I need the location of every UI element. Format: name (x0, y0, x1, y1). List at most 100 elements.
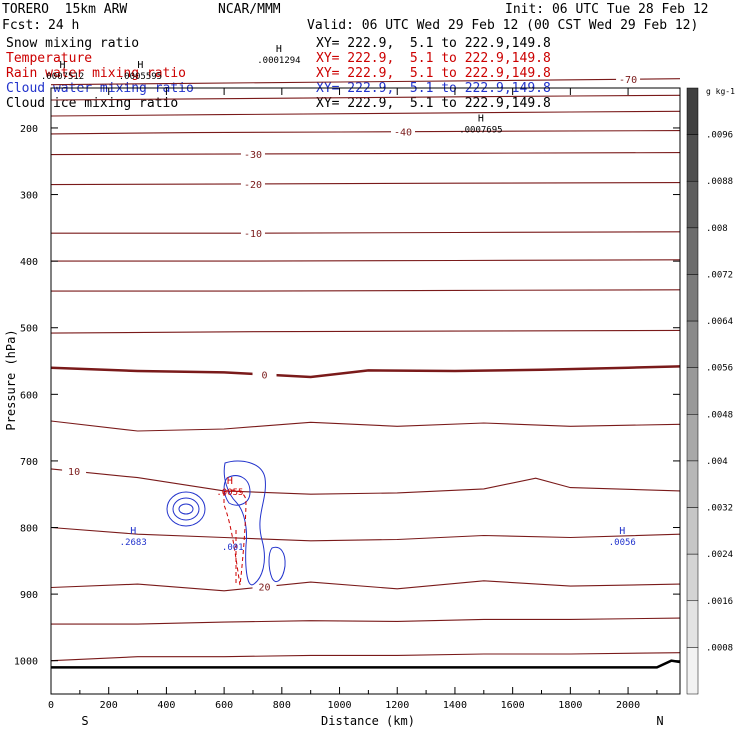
field-name-temperature: Temperature (6, 51, 93, 66)
y-tick-label: 900 (20, 590, 38, 601)
isotherm-label: -10 (244, 229, 262, 240)
colorbar-tick-label: .0072 (706, 270, 733, 280)
colorbar-tick-label: .0008 (706, 643, 733, 653)
colorbar-band (686, 274, 699, 322)
cloud-water-contour (166, 491, 206, 527)
isotherm-line (50, 468, 681, 495)
isotherm-line (50, 94, 681, 101)
x-tick-label: 400 (157, 700, 175, 711)
colorbar-band (686, 460, 699, 508)
y-axis-title: Pressure (hPa) (4, 329, 18, 430)
isotherm-line (50, 652, 681, 662)
colorbar-tick-label: .0032 (706, 504, 733, 514)
x-tick-label: 1800 (558, 700, 582, 711)
x-tick-label: 0 (48, 700, 54, 711)
isotherm-line (50, 580, 681, 592)
ground-line (51, 659, 681, 669)
x-tick-label: 600 (215, 700, 233, 711)
cloud-water-contour (223, 460, 266, 586)
isotherm-label: -30 (244, 150, 262, 161)
isotherm-label-bg (252, 368, 277, 381)
x-tick-label: 1600 (501, 700, 525, 711)
extremum-value: .0007695 (459, 125, 502, 135)
axes-group: 0 200 400 600 800 1000 1200 1400 1600 1800 2000200… (14, 87, 681, 711)
colorbar-band (686, 87, 699, 135)
y-tick-label: 300 (20, 191, 38, 202)
colorbar-tick-label: .0016 (706, 597, 733, 607)
colorbar-band (686, 647, 699, 695)
colorbar: .0096 .0088 .008 .0072 .0064 .0056 .0048 .004 .0… (686, 87, 733, 695)
isotherm-label-bg (240, 227, 265, 240)
isotherm-label: -20 (244, 180, 262, 191)
colorbar-tick-label: .0048 (706, 410, 733, 420)
extremum-marker: H (227, 476, 233, 487)
field-xy-temperature: XY= 222.9, 5.1 to 222.9,149.8 (316, 51, 551, 66)
x-axis-title: Distance (km) (321, 714, 415, 728)
x-tick-label: 2000 (616, 700, 640, 711)
extremum-marker: H (276, 44, 282, 55)
colorbar-band (686, 320, 699, 368)
rain-water-contour (223, 489, 247, 586)
colorbar-tick-label: .008 (706, 224, 728, 234)
x-tick-label: 1000 (327, 700, 351, 711)
y-tick-label: 800 (20, 524, 38, 535)
isotherm-group: -70 -40 -30 -20 -10 0 10 20 (50, 73, 681, 669)
isotherm-label-bg (391, 125, 416, 138)
field-name-snow: Snow mixing ratio (6, 36, 140, 51)
cloud-water-contour (223, 475, 251, 506)
isotherm-label-bg (616, 73, 641, 86)
extremum-value: .0001294 (257, 56, 300, 66)
extremum-value: .0055 (216, 488, 243, 498)
isotherm-line (50, 110, 681, 117)
colorbar-tick-label: .0024 (706, 550, 733, 560)
extremum-value: .001 (222, 543, 244, 553)
cloud-water-contour (178, 503, 194, 515)
isotherm-line (51, 617, 681, 625)
isotherm-label: -70 (619, 75, 637, 86)
isotherm-label: -40 (394, 128, 412, 139)
extremum-marker: H (60, 60, 66, 71)
isotherm-line (50, 365, 681, 379)
cloud-water-contour (172, 497, 200, 521)
isotherm-label: 10 (68, 467, 80, 478)
isotherm-line (50, 526, 681, 542)
isotherm-label-bg (240, 177, 265, 190)
extremum-value: .2683 (120, 538, 147, 548)
y-tick-label: 1000 (14, 657, 38, 668)
forecast-value: 24 h (48, 18, 80, 33)
x-tick-label: 1200 (385, 700, 409, 711)
isotherm-label-bg (62, 465, 87, 478)
extremum-value: .0056 (609, 538, 636, 548)
y-tick-label: 600 (20, 390, 38, 401)
colorbar-band (686, 507, 699, 555)
extremum-marker: H (478, 113, 484, 124)
colorbar-unit: g kg-1 (706, 87, 735, 96)
colorbar-tick-label: .0056 (706, 364, 733, 374)
colorbar-band (686, 134, 699, 182)
extrema-labels: H.0007512H.0005595H.0001294H.0007695H.26… (41, 44, 636, 553)
x-axis-end-right: N (656, 714, 663, 728)
colorbar-band (686, 180, 699, 229)
extremum-value: .0007512 (41, 72, 84, 82)
colorbar-tick-label: .004 (706, 457, 728, 467)
isotherm-line (50, 329, 681, 334)
isotherm-label: 0 (261, 371, 267, 382)
extremum-marker: H (619, 526, 625, 537)
moisture-contours (166, 460, 286, 586)
field-xy-snow: XY= 222.9, 5.1 to 222.9,149.8 (316, 36, 551, 51)
isotherm-label-bg (252, 580, 277, 593)
field-name-rain: Rain water mixing ratio (6, 66, 187, 81)
x-axis-end-left: S (81, 714, 88, 728)
isotherm-line (50, 420, 681, 432)
colorbar-band (686, 367, 699, 415)
isotherm-line (50, 152, 681, 156)
colorbar-band (686, 227, 699, 275)
colorbar-band (686, 414, 699, 462)
extremum-marker: H (137, 60, 143, 71)
colorbar-tick-label: .0096 (706, 131, 733, 141)
colorbar-band (686, 553, 699, 602)
center-title: NCAR/MMM (218, 2, 281, 17)
y-tick-label: 700 (20, 457, 38, 468)
x-tick-label: 800 (273, 700, 291, 711)
extremum-marker: H (130, 526, 136, 537)
